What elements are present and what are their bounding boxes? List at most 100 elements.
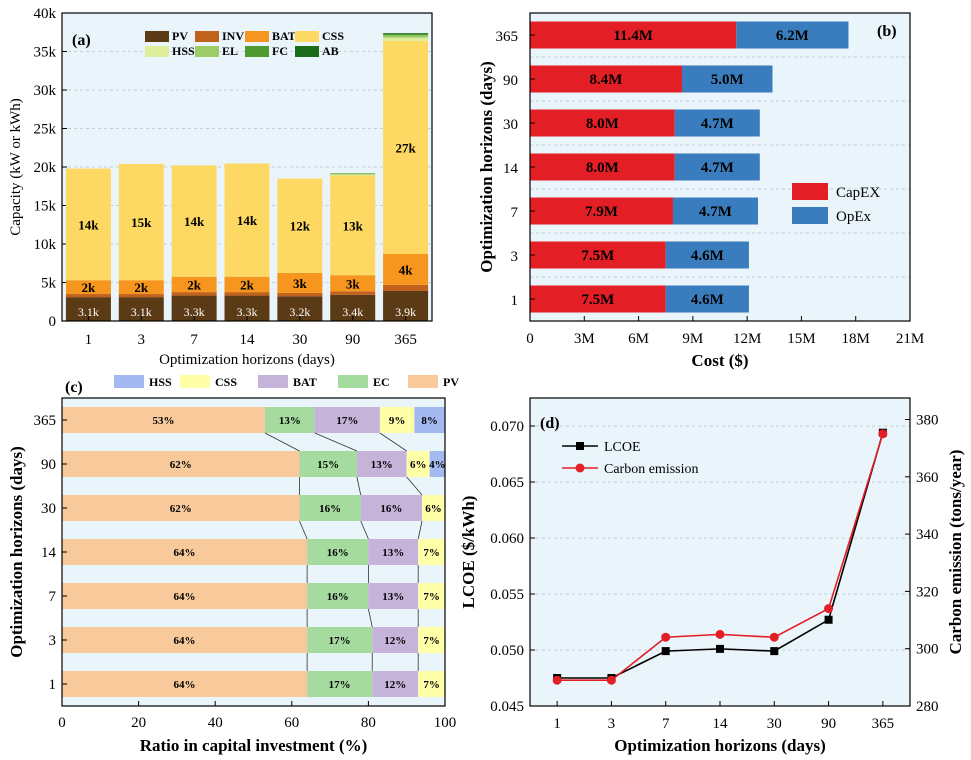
- panel-a-data-label: 4k: [399, 262, 414, 277]
- panel-a-xtick-label: 14: [240, 332, 256, 348]
- panel-b-ytick-label: 30: [503, 117, 518, 133]
- panel-d-ytick-right-label: 320: [916, 584, 939, 600]
- panel-d-ytick-left-label: 0.050: [490, 643, 524, 659]
- panel-d-ytick-left-label: 0.060: [490, 531, 524, 547]
- panel-a: 0 5k 10k 15k 20k 25k 30k 35k 40k 3.1k 2k 14k 1 3.1k 2k…: [8, 6, 433, 368]
- panel-a-ylabel: Capacity (kW or kWh): [8, 98, 24, 236]
- panel-a-legend-label: PV: [172, 29, 188, 43]
- panel-b-bar-opex: [672, 197, 758, 225]
- panel-c-data-label: 62%: [170, 503, 192, 515]
- panel-a-bar-inv: [383, 284, 429, 291]
- panel-c-data-label: 64%: [174, 591, 196, 603]
- panel-c-data-label: 7%: [423, 547, 440, 559]
- panel-a-bar-css: [171, 165, 217, 277]
- panel-a-bar-pv: [383, 290, 429, 321]
- panel-a-data-label: 2k: [240, 277, 255, 292]
- panel-a-ytick-label: 40k: [34, 6, 57, 22]
- panel-a-legend-swatch: [295, 46, 319, 57]
- panel-b-legend-swatch: [792, 207, 828, 224]
- panel-a-ytick-label: 15k: [34, 199, 57, 215]
- panel-a-tag: (a): [72, 32, 91, 49]
- panel-a-data-label: 3.9k: [395, 305, 416, 319]
- panel-d-ylabel-left: LCOE ($/kWh): [459, 496, 478, 609]
- panel-a-bar-pv: [118, 297, 164, 321]
- panel-b-bar-opex: [665, 241, 749, 269]
- panel-c-legend-label: BAT: [293, 375, 317, 389]
- panel-a-bar-css: [65, 168, 111, 281]
- panel-c-connector: [406, 476, 423, 496]
- panel-a-bar-pv: [65, 297, 111, 321]
- panel-c-legend-swatch: [258, 375, 288, 388]
- panel-b-ytick-label: 14: [503, 161, 519, 177]
- panel-a-bar-bat: [330, 275, 376, 292]
- panel-b-xlabel: Cost ($): [691, 351, 748, 370]
- panel-c-bar-hss: [414, 407, 445, 433]
- panel-a-data-label: 14k: [184, 214, 205, 229]
- panel-b-ytick-label: 365: [496, 29, 519, 45]
- panel-a-bar-bat: [65, 280, 111, 295]
- panel-a-legend-swatch: [245, 46, 269, 57]
- panel-b-xtick-label: 12M: [733, 331, 761, 347]
- panel-d-ytick-right-label: 380: [916, 412, 939, 428]
- panel-d-xtick-label: 14: [713, 716, 729, 732]
- panel-c-legend-label: HSS: [149, 375, 172, 389]
- panel-a-legend-swatch: [195, 46, 219, 57]
- panel-a-legend-label: INV: [222, 29, 244, 43]
- panel-b-bar-capex: [530, 21, 737, 49]
- panel-a-bar-bat: [383, 254, 429, 285]
- panel-d-xlabel: Optimization horizons (days): [614, 736, 826, 755]
- panel-c-connector: [264, 432, 300, 452]
- panel-a-bar-inv: [330, 291, 376, 295]
- panel-a-bar-el: [330, 173, 376, 175]
- panel-b-data-label: 7.5M: [581, 292, 614, 308]
- panel-b-data-label: 4.6M: [691, 292, 724, 308]
- panel-a-data-label: 12k: [290, 219, 311, 234]
- panel-c-data-label: 64%: [174, 547, 196, 559]
- panel-c-bar-bat: [356, 451, 407, 477]
- panel-b-bar-opex: [736, 21, 849, 49]
- panel-d-xtick-label: 90: [821, 716, 836, 732]
- panel-d: 0.045 0.050 0.055 0.060 0.065 0.070 280 300 320 3…: [459, 397, 965, 755]
- panel-c-data-label: 13%: [382, 591, 404, 603]
- panel-d-ytick-right-label: 340: [916, 527, 939, 543]
- panel-c-bar-ec: [307, 583, 369, 609]
- panel-d-marker-carbon: [606, 675, 616, 685]
- panel-b-tag: (b): [877, 23, 897, 40]
- panel-a-bar-el: [383, 35, 429, 38]
- panel-c-bar-ec: [299, 495, 361, 521]
- panel-c-ytick-label: 30: [41, 501, 56, 517]
- panel-c-bar-ec: [307, 539, 369, 565]
- panel-a-bar-bat: [118, 280, 164, 295]
- panel-b-legend-swatch: [792, 183, 828, 200]
- panel-b-xtick-label: 21M: [896, 331, 924, 347]
- panel-b-bar-opex: [674, 153, 760, 181]
- panel-a-ytick-label: 0: [49, 314, 57, 330]
- panel-c-xtick-label: 40: [208, 715, 223, 731]
- panel-c-data-label: 64%: [174, 635, 196, 647]
- panel-b-ylabel: Optimization horizons (days): [477, 61, 496, 273]
- panel-c-data-label: 16%: [327, 591, 349, 603]
- panel-c-data-label: 16%: [319, 503, 341, 515]
- panel-a-data-label: 13k: [343, 218, 364, 233]
- panel-c-data-label: 7%: [423, 679, 440, 691]
- panel-d-xtick-label: 3: [608, 716, 616, 732]
- panel-b-ytick-label: 7: [511, 205, 519, 221]
- panel-b-data-label: 5.0M: [711, 72, 744, 88]
- panel-c-bar-bat: [368, 583, 419, 609]
- panel-a-data-label: 3k: [293, 276, 308, 291]
- panel-c-bar-bat: [314, 407, 380, 433]
- panel-a-data-label: 14k: [78, 217, 99, 232]
- panel-b-xtick-label: 15M: [787, 331, 815, 347]
- panel-c-data-label: 17%: [336, 415, 358, 427]
- panel-c-bar-pv: [62, 627, 308, 653]
- panel-c-bar-css: [422, 495, 445, 521]
- panel-c-bar-bat: [372, 627, 419, 653]
- panel-a-bar-bat: [171, 276, 217, 293]
- panel-b-ytick-label: 3: [511, 249, 519, 265]
- panel-c-bar-css: [418, 671, 445, 697]
- panel-a-data-label: 27k: [395, 140, 416, 155]
- panel-a-legend-label: BAT: [272, 29, 296, 43]
- panel-a-xtick-label: 30: [292, 332, 307, 348]
- panel-d-ytick-left-label: 0.070: [490, 419, 524, 435]
- panel-c-bar-css: [406, 451, 430, 477]
